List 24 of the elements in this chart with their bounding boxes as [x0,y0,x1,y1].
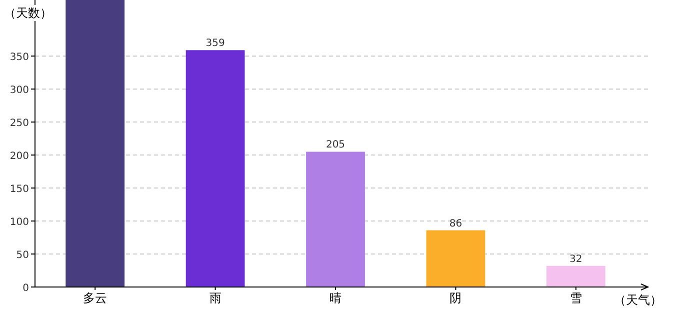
x-axis-title: （天气） [614,293,662,307]
data-label: 205 [326,140,346,151]
x-tick-label: 晴 [330,291,342,305]
y-tick-label: 250 [10,118,29,130]
y-tick-label: 50 [16,250,29,262]
y-tick-label: 350 [10,52,29,64]
y-tick-label: 200 [10,151,29,162]
y-tick-label: 0 [22,283,29,294]
bar [546,266,606,287]
y-axis-title: （天数） [4,6,52,20]
data-label: 359 [206,38,225,50]
x-tick-label: 雨 [209,291,222,305]
bar [66,0,125,287]
x-tick-label: 阴 [450,291,462,305]
data-label: 86 [449,218,462,230]
data-label: 32 [570,254,582,265]
bar [426,230,486,287]
y-tick-label: 150 [10,184,29,196]
x-tick-label: 多云 [83,291,108,305]
x-tick-label: 雪 [570,291,582,305]
y-tick-label: 100 [10,217,29,228]
bar [186,50,245,287]
bar [306,152,365,287]
y-tick-label: 300 [10,85,29,96]
